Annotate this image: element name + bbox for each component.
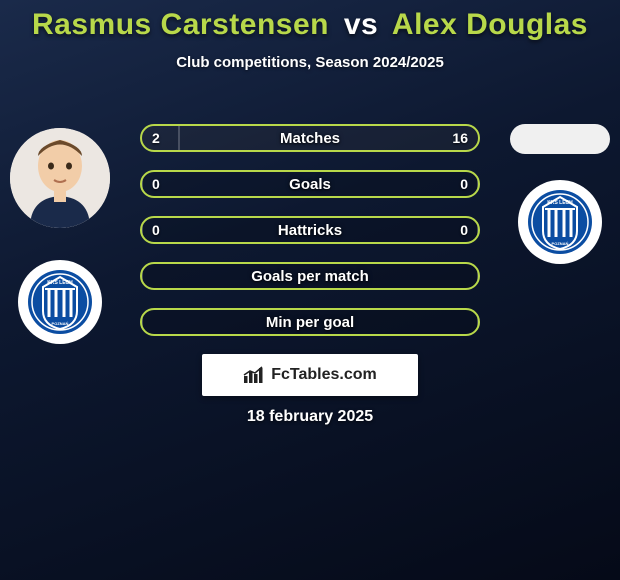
stat-row: 0 0Goals [140, 170, 480, 198]
person-icon [10, 128, 110, 228]
stat-fill-left [142, 264, 143, 288]
vs-separator: vs [344, 8, 378, 41]
player1-name: Rasmus Carstensen [32, 8, 329, 41]
player2-club-badge: KKS LECH POZNAŃ [518, 180, 602, 264]
stat-label: Goals per match [142, 264, 478, 288]
player1-club-badge: KKS LECH POZNAŃ [18, 260, 102, 344]
svg-text:POZNAŃ: POZNAŃ [52, 321, 69, 326]
branding-text: FcTables.com [271, 366, 377, 384]
stat-row: Min per goal [140, 308, 480, 336]
svg-text:KKS LECH: KKS LECH [547, 200, 573, 206]
stat-fill-left [142, 310, 143, 334]
stat-value-left: 2 [142, 126, 170, 150]
stat-value-right: 0 [450, 218, 478, 242]
svg-text:KKS LECH: KKS LECH [47, 280, 73, 286]
stat-label: Hattricks [142, 218, 478, 242]
subtitle: Club competitions, Season 2024/2025 [0, 54, 620, 71]
comparison-card: Rasmus Carstensen vs Alex Douglas Club c… [0, 0, 620, 580]
svg-text:POZNAŃ: POZNAŃ [552, 241, 569, 246]
branding-badge: FcTables.com [202, 354, 418, 396]
club-badge-icon: KKS LECH POZNAŃ [527, 189, 593, 255]
stat-value-right: 16 [442, 126, 478, 150]
stat-value-right: 0 [450, 172, 478, 196]
club-badge-icon: KKS LECH POZNAŃ [27, 269, 93, 335]
stat-label: Min per goal [142, 310, 478, 334]
player1-avatar [10, 128, 110, 228]
stat-row: Goals per match [140, 262, 480, 290]
stat-value-left: 0 [142, 172, 170, 196]
player2-avatar [510, 124, 610, 154]
stat-value-left: 0 [142, 218, 170, 242]
date-text: 18 february 2025 [0, 408, 620, 426]
stat-fill-right [179, 126, 478, 150]
title: Rasmus Carstensen vs Alex Douglas [0, 0, 620, 42]
stat-row: 0 0Hattricks [140, 216, 480, 244]
stat-fill-right [477, 310, 478, 334]
stat-label: Goals [142, 172, 478, 196]
stat-bars: 216Matches00Goals00HattricksGoals per ma… [140, 124, 480, 354]
player2-name: Alex Douglas [392, 8, 588, 41]
stat-row: 216Matches [140, 124, 480, 152]
stat-fill-right [477, 264, 478, 288]
bar-chart-icon [243, 366, 265, 384]
